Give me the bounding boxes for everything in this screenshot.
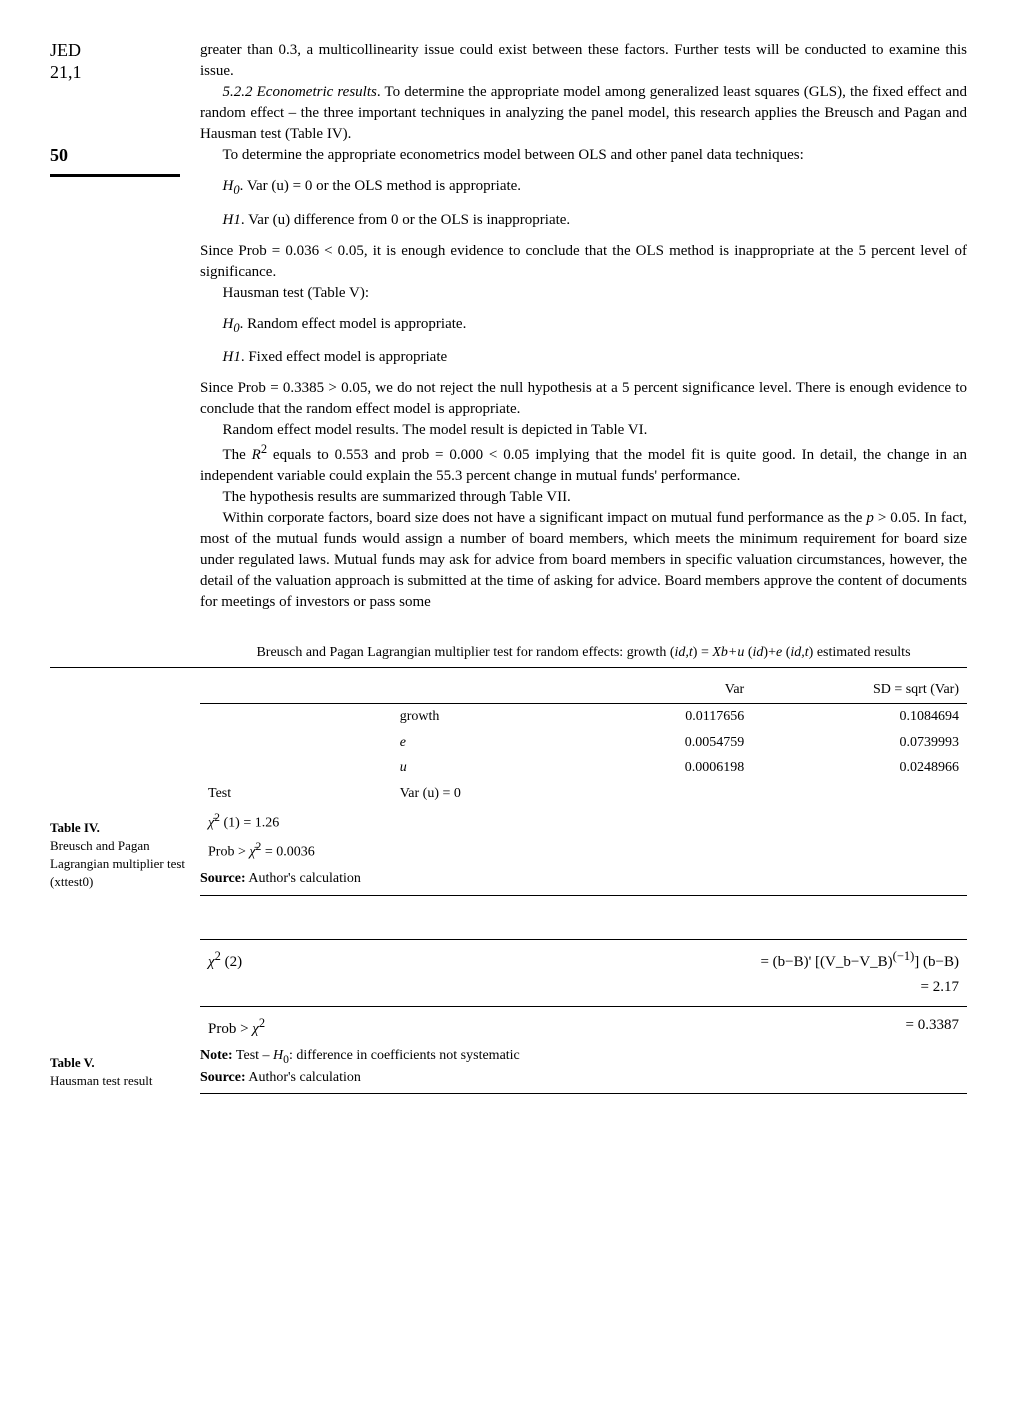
table-row: TestVar (u) = 0 bbox=[200, 781, 967, 807]
table-5-caption: Hausman test result bbox=[50, 1072, 190, 1090]
paragraph-2: 5.2.2 Econometric results. To determine … bbox=[200, 82, 967, 145]
h1-text: . Var (u) difference from 0 or the OLS i… bbox=[241, 212, 570, 228]
col-sd: SD = sqrt (Var) bbox=[752, 676, 967, 704]
paragraph-10: Within corporate factors, board size doe… bbox=[200, 508, 967, 613]
h1b-label: H1 bbox=[223, 349, 241, 365]
r-squared: R bbox=[252, 447, 261, 463]
table-row: χ2 (2) = (b−B)' [(V_b−V_B)(−1)] (b−B) bbox=[200, 946, 967, 975]
table-row: growth0.01176560.1084694 bbox=[200, 704, 967, 730]
col-var: Var bbox=[545, 676, 752, 704]
paragraph-8: The R2 equals to 0.553 and prob = 0.000 … bbox=[200, 441, 967, 487]
table-row: χ̄2 (1) = 1.26 bbox=[200, 807, 967, 836]
table-4-label: Table IV. Breusch and Pagan Lagrangian m… bbox=[50, 819, 200, 896]
paragraph-7: Random effect model results. The model r… bbox=[200, 420, 967, 441]
table-4-caption: Breusch and Pagan Lagrangian multiplier … bbox=[50, 837, 190, 892]
hypothesis-h0-a: H0. Var (u) = 0 or the OLS method is app… bbox=[223, 176, 968, 200]
table-5: χ2 (2) = (b−B)' [(V_b−V_B)(−1)] (b−B) = … bbox=[200, 939, 967, 1042]
h0-label: H bbox=[223, 178, 234, 194]
table-row: Prob > χ̄2 = 0.0036 bbox=[200, 836, 967, 865]
table-4: Var SD = sqrt (Var) growth0.01176560.108… bbox=[200, 676, 967, 865]
paragraph-5: Hausman test (Table V): bbox=[200, 283, 967, 304]
h1-label: H1 bbox=[223, 212, 241, 228]
paragraph-6: Since Prob = 0.3385 > 0.05, we do not re… bbox=[200, 378, 967, 420]
table-5-number: Table V. bbox=[50, 1054, 190, 1072]
journal-code: JED 21,1 bbox=[50, 40, 180, 83]
paragraph-1: greater than 0.3, a multicollinearity is… bbox=[200, 40, 967, 82]
table-4-title: Breusch and Pagan Lagrangian multiplier … bbox=[200, 643, 967, 663]
p-value-symbol: p bbox=[866, 510, 874, 526]
table-4-number: Table IV. bbox=[50, 819, 190, 837]
table-row: e0.00547590.0739993 bbox=[200, 730, 967, 756]
p8-b: equals to 0.553 and prob = 0.000 < 0.05 … bbox=[200, 447, 967, 484]
table-5-section: Table V. Hausman test result χ2 (2) = (b… bbox=[50, 931, 967, 1095]
table-4-source: Source: Author's calculation bbox=[200, 865, 967, 896]
table-row: Prob > χ2 = 0.3387 bbox=[200, 1013, 967, 1042]
main-body-text: greater than 0.3, a multicollinearity is… bbox=[200, 40, 967, 613]
hypothesis-h1-a: H1. Var (u) difference from 0 or the OLS… bbox=[223, 210, 968, 231]
table-5-note: Note: Test – H0: difference in coefficie… bbox=[200, 1042, 967, 1095]
left-margin-header: JED 21,1 50 bbox=[50, 40, 180, 177]
h1b-text: . Fixed effect model is appropriate bbox=[241, 349, 447, 365]
section-label: 5.2.2 Econometric results bbox=[223, 84, 377, 100]
page-number: 50 bbox=[50, 143, 180, 177]
h0-text: . Var (u) = 0 or the OLS method is appro… bbox=[240, 178, 521, 194]
h0b-label: H bbox=[223, 316, 234, 332]
table-row: = 2.17 bbox=[200, 975, 967, 1000]
h0b-text: . Random effect model is appropriate. bbox=[240, 316, 467, 332]
hypothesis-h0-b: H0. Random effect model is appropriate. bbox=[223, 314, 968, 338]
table-4-section: Breusch and Pagan Lagrangian multiplier … bbox=[50, 643, 967, 896]
table-row: u0.00061980.0248966 bbox=[200, 755, 967, 781]
paragraph-4: Since Prob = 0.036 < 0.05, it is enough … bbox=[200, 241, 967, 283]
paragraph-3: To determine the appropriate econometric… bbox=[200, 145, 967, 166]
table-5-label: Table V. Hausman test result bbox=[50, 1054, 200, 1094]
p8-a: The bbox=[223, 447, 252, 463]
p10-a: Within corporate factors, board size doe… bbox=[223, 510, 867, 526]
hypothesis-h1-b: H1. Fixed effect model is appropriate bbox=[223, 347, 968, 368]
journal-volume: 21,1 bbox=[50, 62, 82, 82]
paragraph-9: The hypothesis results are summarized th… bbox=[200, 487, 967, 508]
journal-abbrev: JED bbox=[50, 40, 81, 60]
